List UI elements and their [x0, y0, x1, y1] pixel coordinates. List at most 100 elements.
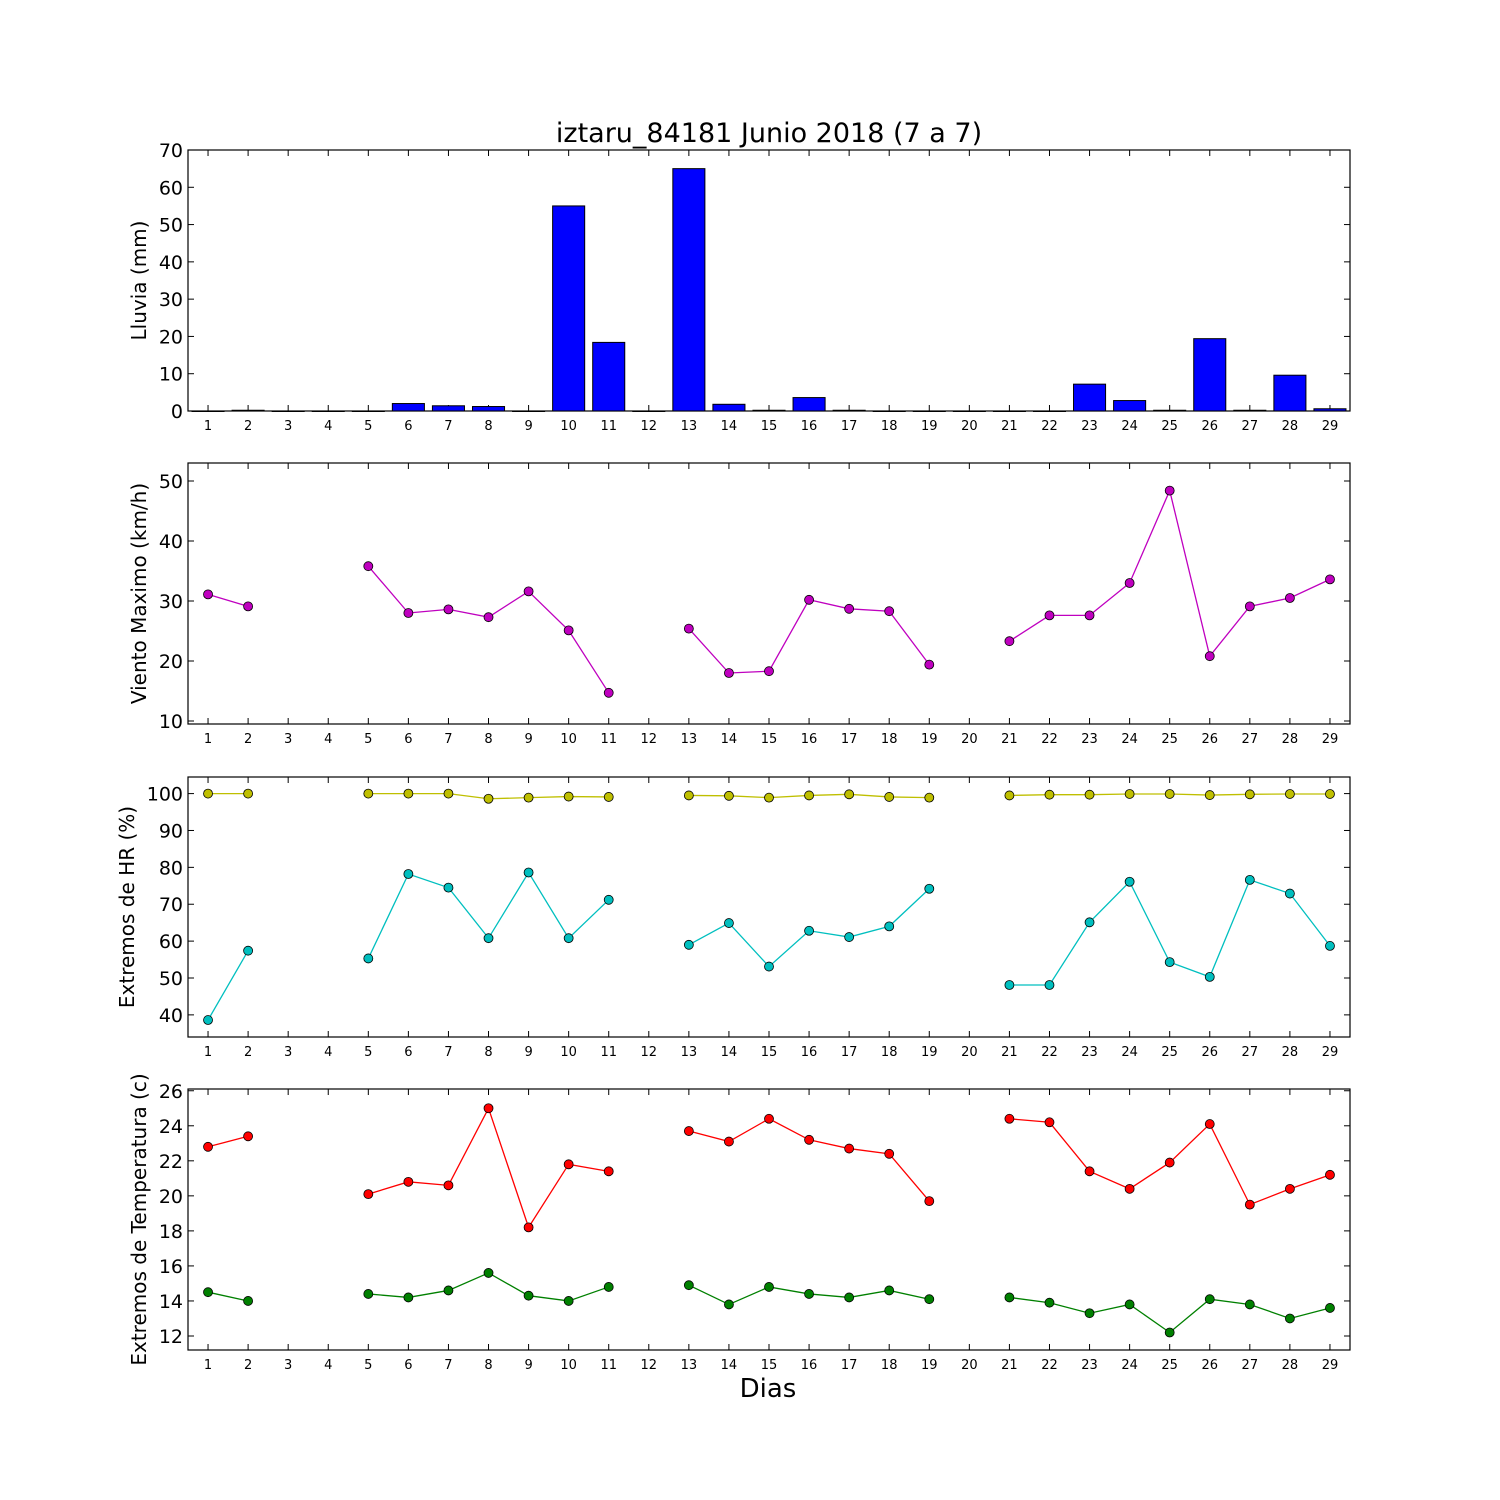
x-tick-label: 24	[1121, 1358, 1138, 1373]
x-tick-label: 24	[1121, 419, 1138, 434]
data-point	[363, 953, 374, 964]
x-tick-label: 7	[444, 419, 452, 434]
bar	[1113, 400, 1147, 412]
data-point	[1084, 917, 1095, 928]
x-tick-label: 29	[1322, 419, 1339, 434]
x-tick-label: 9	[524, 1358, 532, 1373]
y-axis-label: Extremos de HR (%)	[115, 806, 139, 1008]
x-tick-label: 8	[484, 732, 492, 747]
data-point	[563, 1159, 574, 1170]
x-tick-label: 4	[324, 732, 332, 747]
data-point	[1204, 971, 1215, 982]
bar	[311, 410, 345, 412]
data-point	[483, 1268, 494, 1278]
bar	[391, 403, 425, 412]
bar	[1313, 408, 1347, 412]
x-tick-label: 17	[841, 1358, 858, 1373]
y-axis-label: Viento Maximo (km/h)	[127, 483, 151, 704]
x-tick-label: 18	[881, 419, 898, 434]
x-tick-label: 7	[444, 732, 452, 747]
data-point	[1204, 1294, 1215, 1305]
data-point	[764, 1282, 774, 1292]
data-point	[1204, 651, 1215, 662]
x-tick-label: 1	[204, 419, 212, 434]
x-tick-label: 28	[1282, 1358, 1299, 1373]
x-tick-label: 8	[484, 1045, 492, 1060]
x-tick-label: 15	[761, 1045, 778, 1060]
x-tick-label: 20	[961, 1045, 978, 1060]
x-tick-label: 10	[560, 1045, 577, 1060]
bar	[952, 410, 986, 412]
data-point	[1244, 1299, 1255, 1310]
data-point	[403, 608, 414, 618]
data-point	[563, 933, 574, 944]
data-point	[884, 792, 895, 802]
bar	[1233, 409, 1267, 412]
y-tick-label: 80	[159, 857, 183, 879]
y-tick-label: 0	[171, 401, 183, 423]
data-point	[523, 1290, 534, 1301]
data-point	[884, 1285, 895, 1296]
series-1	[203, 1103, 1335, 1233]
data-point	[443, 1285, 454, 1296]
x-tick-label: 28	[1282, 732, 1299, 747]
data-point	[1084, 789, 1095, 800]
data-point	[483, 933, 494, 944]
x-tick-label: 4	[324, 1358, 332, 1373]
data-point	[844, 789, 855, 800]
data-point	[683, 1126, 694, 1136]
x-axis-label: Dias	[740, 1374, 797, 1404]
data-point	[1325, 1169, 1335, 1180]
x-tick-label: 19	[921, 1045, 938, 1060]
y-tick-label: 12	[159, 1326, 183, 1348]
data-point	[884, 921, 895, 932]
data-point	[844, 603, 855, 614]
x-tick-label: 26	[1201, 1358, 1218, 1373]
data-point	[243, 788, 254, 799]
data-point	[1284, 789, 1295, 799]
data-point	[403, 869, 414, 879]
x-tick-label: 24	[1121, 732, 1138, 747]
data-point	[724, 918, 734, 928]
bar	[512, 410, 546, 412]
data-point	[523, 1222, 534, 1233]
y-tick-label: 30	[159, 591, 183, 613]
x-tick-label: 15	[761, 419, 778, 434]
data-point	[924, 659, 935, 670]
bar	[351, 410, 385, 412]
bar	[992, 410, 1026, 412]
data-point	[1284, 1313, 1295, 1324]
data-point	[804, 1134, 814, 1145]
x-tick-label: 29	[1322, 1045, 1339, 1060]
data-point	[683, 790, 694, 801]
x-tick-label: 15	[761, 1358, 778, 1373]
x-tick-label: 9	[524, 419, 532, 434]
x-tick-label: 17	[841, 732, 858, 747]
data-point	[203, 1015, 213, 1025]
x-tick-label: 28	[1282, 419, 1299, 434]
x-tick-label: 7	[444, 1045, 452, 1060]
data-point	[924, 792, 935, 803]
data-point	[724, 1136, 734, 1147]
data-point	[844, 1143, 855, 1154]
x-tick-label: 11	[600, 1045, 617, 1060]
bar	[1193, 338, 1227, 412]
x-tick-label: 13	[681, 1358, 698, 1373]
data-point	[1164, 1327, 1175, 1338]
bar	[1032, 410, 1067, 412]
data-point	[764, 1113, 774, 1124]
data-point	[1044, 610, 1055, 621]
x-tick-label: 27	[1242, 732, 1259, 747]
data-point	[363, 788, 374, 799]
bar	[632, 410, 666, 412]
data-point	[1325, 574, 1335, 585]
data-point	[1044, 980, 1055, 990]
x-tick-label: 14	[721, 732, 738, 747]
x-tick-label: 26	[1201, 419, 1218, 434]
data-point	[1284, 593, 1295, 603]
bar	[231, 409, 265, 412]
x-tick-label: 18	[881, 1358, 898, 1373]
